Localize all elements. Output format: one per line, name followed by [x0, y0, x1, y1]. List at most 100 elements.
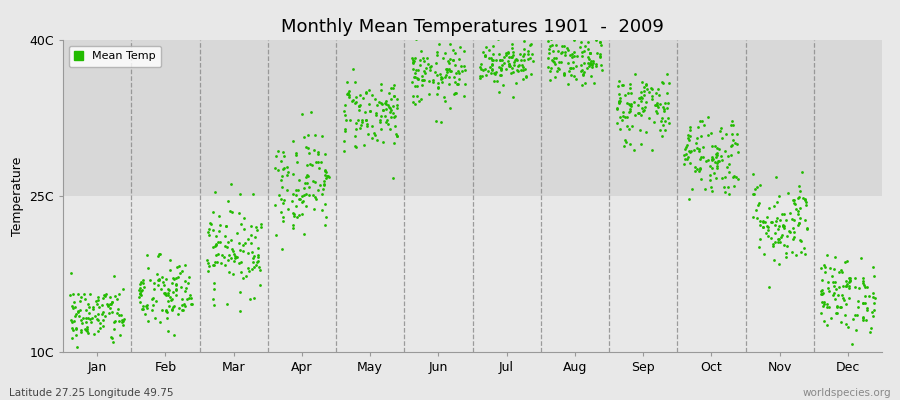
Point: [370, 136, 384, 143]
Point: [760, 224, 775, 230]
Point: [797, 197, 812, 204]
Point: [623, 108, 637, 114]
Point: [814, 291, 829, 298]
Point: [308, 179, 322, 185]
Point: [635, 108, 650, 114]
Point: [379, 98, 393, 104]
Point: [761, 227, 776, 234]
Point: [275, 246, 290, 252]
Point: [570, 34, 584, 41]
Point: [750, 183, 764, 190]
Point: [342, 94, 356, 100]
Point: [757, 251, 771, 257]
Point: [431, 80, 446, 86]
Point: [296, 198, 310, 204]
Point: [225, 246, 239, 252]
Point: [370, 102, 384, 108]
Point: [202, 262, 217, 269]
Point: [574, 82, 589, 88]
Point: [586, 60, 600, 66]
Point: [753, 182, 768, 188]
Point: [368, 96, 382, 103]
Point: [797, 251, 812, 258]
Point: [821, 279, 835, 285]
Point: [693, 118, 707, 124]
Point: [436, 55, 450, 61]
Point: [226, 248, 240, 254]
Point: [431, 85, 446, 91]
Point: [547, 60, 562, 67]
Point: [623, 141, 637, 148]
Point: [639, 81, 653, 88]
Point: [135, 287, 149, 294]
Point: [841, 258, 855, 264]
Point: [498, 31, 512, 38]
Point: [162, 267, 176, 274]
Point: [352, 103, 366, 110]
Point: [408, 100, 422, 107]
Point: [383, 85, 398, 92]
Point: [856, 300, 870, 306]
Point: [443, 68, 457, 74]
Point: [429, 49, 444, 55]
Point: [556, 70, 571, 76]
Point: [647, 119, 662, 126]
Point: [136, 276, 150, 283]
Point: [409, 67, 423, 74]
Point: [837, 296, 851, 303]
Point: [340, 90, 355, 96]
Point: [140, 302, 154, 308]
Point: [521, 51, 535, 57]
Point: [102, 310, 116, 316]
Point: [507, 62, 521, 68]
Point: [760, 223, 774, 229]
Point: [700, 132, 715, 138]
Point: [115, 286, 130, 292]
Point: [365, 92, 380, 98]
Point: [428, 118, 443, 124]
Point: [63, 292, 77, 298]
Point: [207, 261, 221, 268]
Point: [831, 292, 845, 298]
Point: [175, 268, 189, 274]
Point: [814, 265, 828, 272]
Point: [828, 296, 842, 303]
Point: [764, 219, 778, 225]
Point: [317, 181, 331, 187]
Point: [212, 228, 227, 234]
Point: [207, 280, 221, 286]
Point: [635, 94, 650, 101]
Point: [633, 127, 647, 134]
Point: [684, 148, 698, 155]
Point: [160, 298, 175, 304]
Point: [175, 284, 189, 290]
Point: [788, 206, 803, 212]
Point: [384, 114, 399, 120]
Point: [499, 33, 513, 40]
Point: [406, 92, 420, 99]
Point: [862, 328, 877, 335]
Point: [382, 89, 396, 96]
Point: [652, 92, 666, 99]
Point: [441, 66, 455, 72]
Point: [157, 282, 171, 289]
Point: [383, 96, 398, 102]
Point: [338, 127, 352, 134]
Point: [82, 304, 96, 310]
Point: [210, 258, 224, 265]
Point: [289, 150, 303, 156]
Point: [645, 86, 660, 92]
Point: [312, 164, 327, 171]
Point: [505, 54, 519, 60]
Point: [78, 296, 93, 302]
Point: [369, 112, 383, 118]
Point: [493, 56, 508, 63]
Point: [496, 82, 510, 88]
Point: [564, 65, 579, 72]
Point: [457, 63, 472, 70]
Point: [103, 300, 117, 307]
Point: [184, 301, 198, 308]
Point: [680, 142, 694, 148]
Point: [549, 42, 563, 48]
Point: [106, 273, 121, 279]
